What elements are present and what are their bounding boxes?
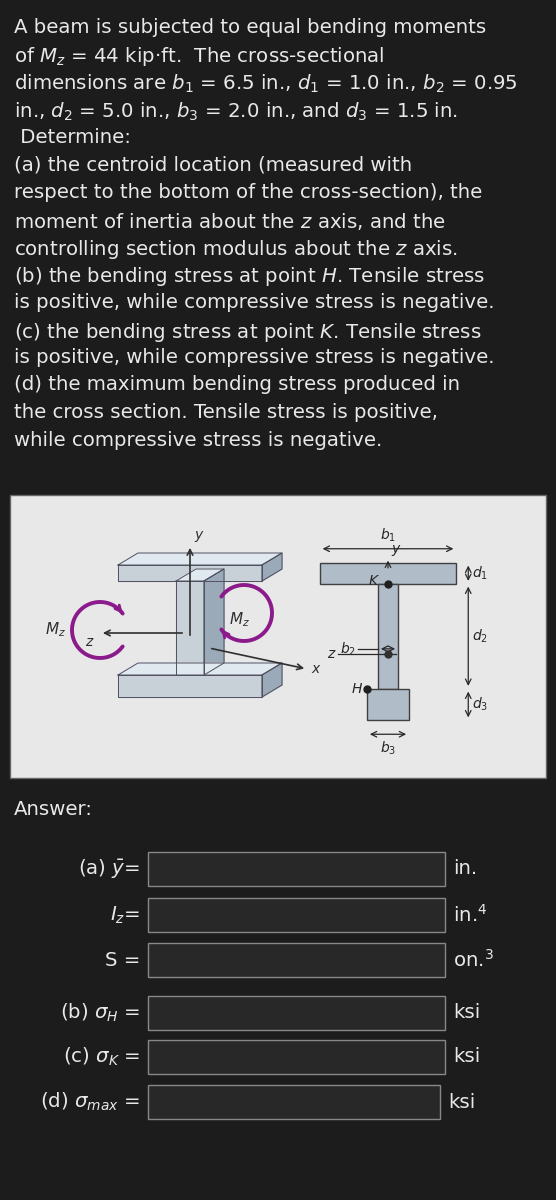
Text: Answer:: Answer: bbox=[14, 800, 93, 818]
Polygon shape bbox=[176, 569, 224, 581]
Bar bbox=[148, 898, 445, 932]
Text: $b_1$: $b_1$ bbox=[380, 527, 396, 544]
Text: K: K bbox=[369, 574, 378, 588]
Text: x: x bbox=[311, 662, 319, 676]
Text: y: y bbox=[194, 528, 202, 542]
Bar bbox=[367, 689, 409, 720]
Text: $I_z$=: $I_z$= bbox=[110, 905, 140, 925]
Bar bbox=[148, 943, 445, 977]
Bar bbox=[10, 494, 546, 778]
Text: controlling section modulus about the $z$ axis.: controlling section modulus about the $z… bbox=[14, 238, 458, 260]
Polygon shape bbox=[176, 581, 204, 674]
Text: $M_z$: $M_z$ bbox=[229, 610, 250, 629]
Text: ksi: ksi bbox=[453, 1003, 480, 1022]
Text: (b) $\sigma_H$ =: (b) $\sigma_H$ = bbox=[59, 1002, 140, 1024]
Text: in., $d_2$ = 5.0 in., $b_3$ = 2.0 in., and $d_3$ = 1.5 in.: in., $d_2$ = 5.0 in., $b_3$ = 2.0 in., a… bbox=[14, 101, 458, 122]
Polygon shape bbox=[118, 565, 262, 581]
Text: dimensions are $b_1$ = 6.5 in., $d_1$ = 1.0 in., $b_2$ = 0.95: dimensions are $b_1$ = 6.5 in., $d_1$ = … bbox=[14, 73, 518, 95]
Bar bbox=[148, 1040, 445, 1074]
Text: $d_3$: $d_3$ bbox=[472, 696, 488, 713]
Text: $b_2$: $b_2$ bbox=[340, 640, 356, 658]
Text: (c) the bending stress at point $K$. Tensile stress: (c) the bending stress at point $K$. Ten… bbox=[14, 320, 481, 343]
Text: (a) $\bar{y}$=: (a) $\bar{y}$= bbox=[78, 858, 140, 881]
Text: z: z bbox=[85, 635, 92, 649]
Bar bbox=[148, 1085, 440, 1118]
Text: (a) the centroid location (measured with: (a) the centroid location (measured with bbox=[14, 156, 412, 174]
Text: H: H bbox=[351, 682, 362, 696]
Text: Determine:: Determine: bbox=[14, 128, 131, 146]
Text: is positive, while compressive stress is negative.: is positive, while compressive stress is… bbox=[14, 293, 494, 312]
Text: $d_2$: $d_2$ bbox=[472, 628, 488, 644]
Text: $M_z$: $M_z$ bbox=[45, 620, 66, 640]
Bar bbox=[148, 852, 445, 886]
Text: $d_1$: $d_1$ bbox=[472, 564, 488, 582]
Text: z: z bbox=[327, 647, 334, 661]
Text: (d) the maximum bending stress produced in: (d) the maximum bending stress produced … bbox=[14, 376, 460, 395]
Text: ksi: ksi bbox=[453, 1048, 480, 1067]
Text: in.$^4$: in.$^4$ bbox=[453, 904, 488, 926]
Polygon shape bbox=[118, 674, 262, 697]
Text: (c) $\sigma_K$ =: (c) $\sigma_K$ = bbox=[62, 1046, 140, 1068]
Text: while compressive stress is negative.: while compressive stress is negative. bbox=[14, 431, 383, 450]
Text: A beam is subjected to equal bending moments: A beam is subjected to equal bending mom… bbox=[14, 18, 486, 37]
Bar bbox=[378, 583, 398, 689]
Polygon shape bbox=[118, 662, 282, 674]
Text: (b) the bending stress at point $H$. Tensile stress: (b) the bending stress at point $H$. Ten… bbox=[14, 265, 485, 288]
Polygon shape bbox=[204, 569, 224, 674]
Text: y: y bbox=[391, 541, 399, 556]
Text: ksi: ksi bbox=[448, 1092, 475, 1111]
Text: respect to the bottom of the cross-section), the: respect to the bottom of the cross-secti… bbox=[14, 182, 482, 202]
Text: of $M_z$ = 44 kip·ft.  The cross-sectional: of $M_z$ = 44 kip·ft. The cross-sectiona… bbox=[14, 46, 385, 68]
Bar bbox=[148, 996, 445, 1030]
Polygon shape bbox=[262, 662, 282, 697]
Text: $b_3$: $b_3$ bbox=[380, 739, 396, 757]
Text: on.$^3$: on.$^3$ bbox=[453, 949, 494, 971]
Polygon shape bbox=[118, 553, 282, 565]
Text: the cross section. Tensile stress is positive,: the cross section. Tensile stress is pos… bbox=[14, 403, 438, 422]
Text: in.: in. bbox=[453, 859, 477, 878]
Text: is positive, while compressive stress is negative.: is positive, while compressive stress is… bbox=[14, 348, 494, 367]
Text: (d) $\sigma_{max}$ =: (d) $\sigma_{max}$ = bbox=[40, 1091, 140, 1114]
Polygon shape bbox=[262, 553, 282, 581]
Text: S =: S = bbox=[105, 950, 140, 970]
Text: moment of inertia about the $z$ axis, and the: moment of inertia about the $z$ axis, an… bbox=[14, 210, 446, 232]
Bar bbox=[320, 563, 456, 583]
